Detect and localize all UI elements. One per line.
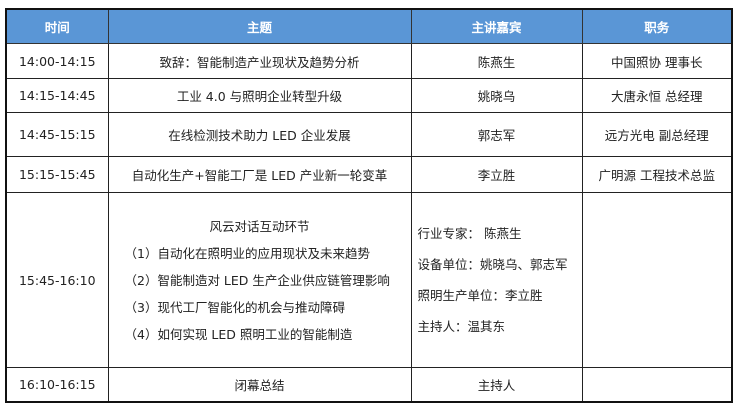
panel-speaker: 主持人：温其东 bbox=[417, 319, 506, 334]
panel-topic: （1）自动化在照明业的应用现状及未来趋势 bbox=[124, 245, 370, 261]
position-cell: 中国照协 理事长 bbox=[581, 43, 733, 79]
panel-topic: （4）如何实现 LED 照明工业的智能制造 bbox=[124, 326, 353, 342]
time-cell: 14:45-15:15 bbox=[5, 112, 109, 157]
header-row: 时间 主题 主讲嘉宾 职务 bbox=[5, 8, 733, 44]
table-row: 15:15-15:45 自动化生产+智能工厂是 LED 产业新一轮变革 李立胜 … bbox=[5, 156, 733, 193]
topic-cell: 工业 4.0 与照明企业转型升级 bbox=[107, 78, 412, 113]
topic-cell: 在线检测技术助力 LED 企业发展 bbox=[107, 112, 412, 157]
panel-title: 风云对话互动环节 bbox=[209, 218, 310, 234]
panel-speakers-cell: 行业专家： 陈燕生 设备单位：姚晓乌、郭志军 照明生产单位：李立胜 主持人：温其… bbox=[410, 192, 583, 368]
agenda-table: 时间 主题 主讲嘉宾 职务 14:00-14:15 致辞：智能制造产业现状及趋势… bbox=[5, 8, 733, 403]
header-topic: 主题 bbox=[107, 8, 412, 44]
position-cell: 远方光电 副总经理 bbox=[581, 112, 733, 157]
position-cell: 大唐永恒 总经理 bbox=[581, 78, 733, 113]
panel-topic: （2）智能制造对 LED 生产企业供应链管理影响 bbox=[124, 272, 390, 288]
panel-topic: （3）现代工厂智能化的机会与推动障碍 bbox=[124, 299, 345, 315]
time-cell: 15:45-16:10 bbox=[5, 192, 109, 368]
position-cell: 广明源 工程技术总监 bbox=[581, 156, 733, 193]
time-cell: 14:00-14:15 bbox=[5, 43, 109, 79]
time-cell: 15:15-15:45 bbox=[5, 156, 109, 193]
panel-speaker: 照明生产单位：李立胜 bbox=[417, 288, 543, 303]
speaker-cell: 姚晓乌 bbox=[410, 78, 583, 113]
position-cell bbox=[581, 192, 733, 368]
speaker-cell: 主持人 bbox=[410, 367, 583, 402]
speaker-cell: 李立胜 bbox=[410, 156, 583, 193]
time-cell: 14:15-14:45 bbox=[5, 78, 109, 113]
speaker-cell: 陈燕生 bbox=[410, 43, 583, 79]
panel-speaker: 设备单位：姚晓乌、郭志军 bbox=[417, 257, 568, 272]
header-position: 职务 bbox=[581, 8, 733, 44]
header-time: 时间 bbox=[5, 8, 109, 44]
topic-cell: 自动化生产+智能工厂是 LED 产业新一轮变革 bbox=[107, 156, 412, 193]
panel-topics-cell: 风云对话互动环节 （1）自动化在照明业的应用现状及未来趋势 （2）智能制造对 L… bbox=[107, 192, 412, 368]
topic-cell: 致辞：智能制造产业现状及趋势分析 bbox=[107, 43, 412, 79]
panel-row: 15:45-16:10 风云对话互动环节 （1）自动化在照明业的应用现状及未来趋… bbox=[5, 192, 733, 368]
table-row: 14:00-14:15 致辞：智能制造产业现状及趋势分析 陈燕生 中国照协 理事… bbox=[5, 43, 733, 79]
table-row: 14:15-14:45 工业 4.0 与照明企业转型升级 姚晓乌 大唐永恒 总经… bbox=[5, 78, 733, 113]
speaker-cell: 郭志军 bbox=[410, 112, 583, 157]
topic-cell: 闭幕总结 bbox=[107, 367, 412, 402]
position-cell bbox=[581, 367, 733, 402]
panel-speaker: 行业专家： 陈燕生 bbox=[417, 226, 522, 241]
header-speaker: 主讲嘉宾 bbox=[410, 8, 583, 44]
table-row: 14:45-15:15 在线检测技术助力 LED 企业发展 郭志军 远方光电 副… bbox=[5, 112, 733, 157]
closing-row: 16:10-16:15 闭幕总结 主持人 bbox=[5, 367, 733, 402]
time-cell: 16:10-16:15 bbox=[5, 367, 109, 402]
